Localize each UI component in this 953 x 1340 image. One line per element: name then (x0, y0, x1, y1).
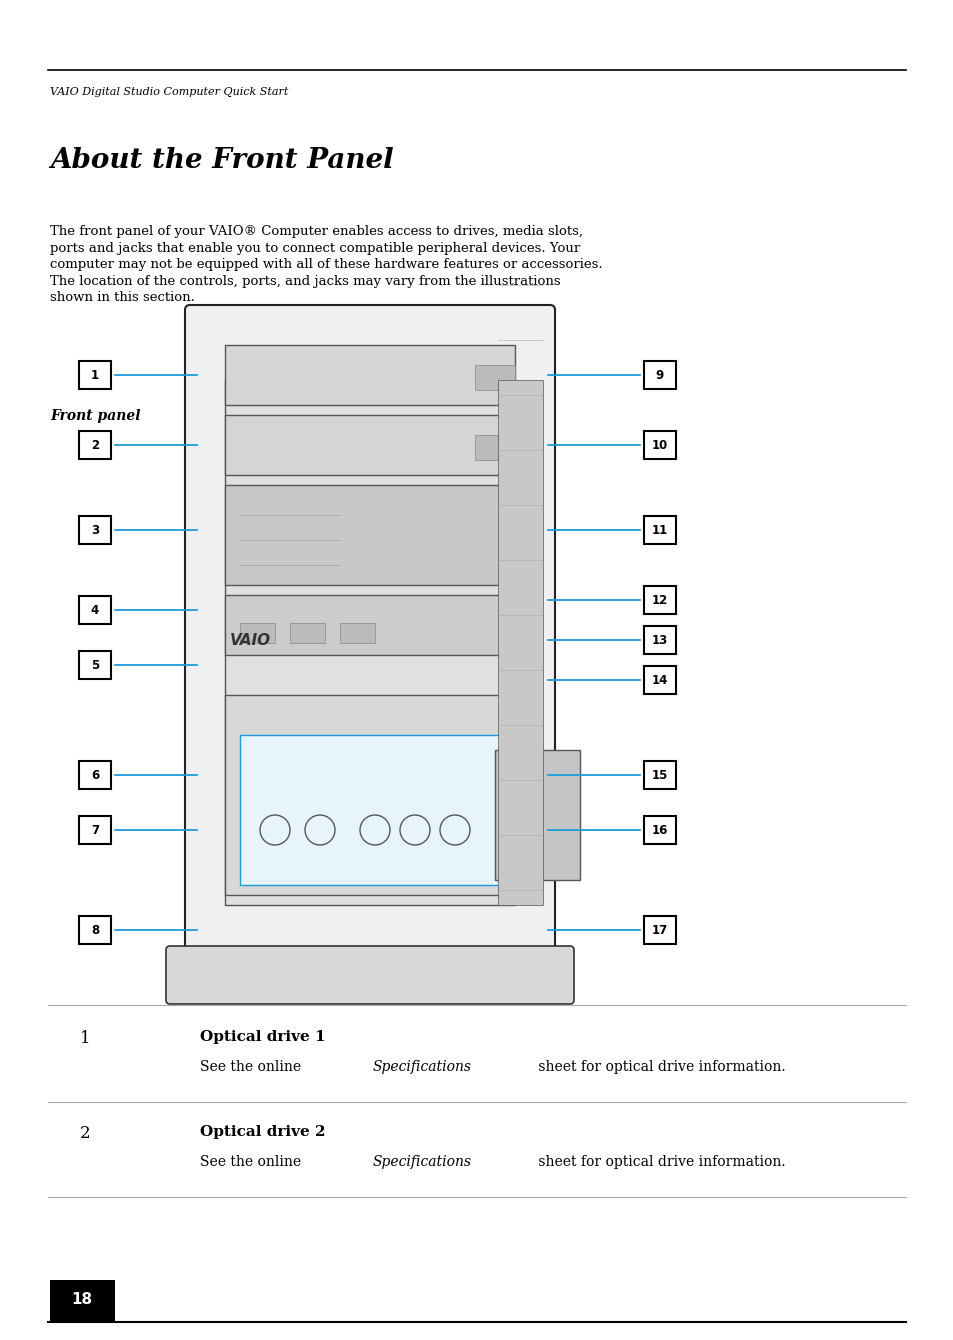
FancyBboxPatch shape (79, 516, 111, 544)
Text: 2: 2 (80, 1126, 91, 1142)
Bar (475, 364, 515, 390)
Text: 1: 1 (80, 1030, 91, 1047)
FancyBboxPatch shape (79, 816, 111, 844)
FancyBboxPatch shape (643, 816, 676, 844)
Bar (339, 623, 375, 643)
Bar (240, 623, 274, 643)
Bar (497, 381, 542, 904)
Bar (501, 813, 523, 835)
Text: See the online: See the online (200, 1155, 305, 1168)
Text: ports and jacks that enable you to connect compatible peripheral devices. Your: ports and jacks that enable you to conne… (50, 241, 579, 255)
Text: Front panel: Front panel (50, 409, 140, 422)
FancyBboxPatch shape (79, 360, 111, 389)
Bar (501, 779, 523, 800)
Text: About the Front Panel: About the Front Panel (50, 147, 394, 174)
Text: 16: 16 (651, 824, 667, 836)
Bar (290, 623, 325, 643)
Text: 18: 18 (71, 1293, 92, 1308)
Text: sheet for optical drive information.: sheet for optical drive information. (533, 1060, 784, 1073)
FancyBboxPatch shape (79, 917, 111, 943)
Text: 4: 4 (91, 603, 99, 616)
Text: VAIO Digital Studio Computer Quick Start: VAIO Digital Studio Computer Quick Start (50, 87, 288, 98)
Text: Optical drive 2: Optical drive 2 (200, 1126, 325, 1139)
Text: VAIO: VAIO (230, 632, 271, 647)
Bar (225, 344, 515, 405)
FancyBboxPatch shape (643, 761, 676, 789)
FancyBboxPatch shape (643, 360, 676, 389)
Text: 13: 13 (651, 634, 667, 646)
Bar (50, 1280, 115, 1323)
Text: 6: 6 (91, 769, 99, 781)
Text: 2: 2 (91, 438, 99, 452)
Text: 1: 1 (91, 369, 99, 382)
FancyBboxPatch shape (643, 626, 676, 654)
Text: See the online: See the online (200, 1060, 305, 1073)
Text: 7: 7 (91, 824, 99, 836)
Text: The location of the controls, ports, and jacks may vary from the illustrations: The location of the controls, ports, and… (50, 275, 560, 288)
Bar (240, 736, 539, 884)
Bar (501, 848, 523, 870)
FancyBboxPatch shape (79, 431, 111, 460)
Bar (225, 595, 515, 655)
FancyBboxPatch shape (79, 651, 111, 679)
FancyBboxPatch shape (643, 516, 676, 544)
Bar (225, 415, 515, 474)
Text: 8: 8 (91, 923, 99, 937)
FancyBboxPatch shape (643, 431, 676, 460)
Text: Specifications: Specifications (372, 1060, 471, 1073)
Bar (225, 485, 515, 586)
Text: The front panel of your VAIO® Computer enables access to drives, media slots,: The front panel of your VAIO® Computer e… (50, 225, 582, 239)
Text: 9: 9 (656, 369, 663, 382)
Text: 15: 15 (651, 769, 667, 781)
Text: 12: 12 (651, 594, 667, 607)
FancyBboxPatch shape (166, 946, 574, 1004)
Text: 11: 11 (651, 524, 667, 536)
FancyBboxPatch shape (643, 917, 676, 943)
Bar (475, 436, 515, 460)
FancyBboxPatch shape (643, 666, 676, 694)
FancyBboxPatch shape (643, 586, 676, 614)
Text: 3: 3 (91, 524, 99, 536)
Text: sheet for optical drive information.: sheet for optical drive information. (533, 1155, 784, 1168)
FancyBboxPatch shape (79, 596, 111, 624)
Text: Optical drive 1: Optical drive 1 (200, 1030, 325, 1044)
Bar (495, 750, 579, 880)
Text: 14: 14 (651, 674, 667, 686)
Bar (225, 695, 515, 895)
Text: computer may not be equipped with all of these hardware features or accessories.: computer may not be equipped with all of… (50, 259, 602, 271)
Text: 17: 17 (651, 923, 667, 937)
FancyBboxPatch shape (185, 306, 555, 959)
Text: shown in this section.: shown in this section. (50, 291, 194, 304)
FancyBboxPatch shape (79, 761, 111, 789)
Text: Specifications: Specifications (372, 1155, 471, 1168)
Bar (225, 381, 515, 904)
Text: 5: 5 (91, 658, 99, 671)
Text: 10: 10 (651, 438, 667, 452)
